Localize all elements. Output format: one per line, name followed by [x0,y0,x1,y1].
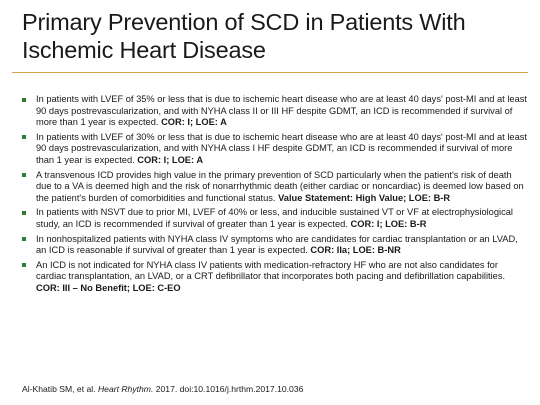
title-line-1: Primary Prevention of SCD in Patients Wi… [22,9,466,35]
citation-details: 2017. doi:10.1016/j.hrthm.2017.10.036 [153,384,304,394]
bullet-square-icon [22,263,27,268]
bullet-square-icon [22,135,27,140]
bullet-text: In nonhospitalized patients with NYHA cl… [36,233,518,256]
bullet-recommendation: COR: I; LOE: B-R [350,218,427,229]
bullet-recommendation: Value Statement: High Value; LOE: B-R [278,192,451,203]
bullet-recommendation: COR: III – No Benefit; LOE: C-EO [36,282,181,293]
citation: Al-Khatib SM, et al. Heart Rhythm. 2017.… [22,384,303,394]
citation-authors: Al-Khatib SM, et al. [22,384,98,394]
title-divider [12,72,528,73]
bullet-item: In patients with NSVT due to prior MI, L… [22,207,527,230]
bullet-recommendation: COR: I; LOE: A [137,154,204,165]
bullet-item: An ICD is not indicated for NYHA class I… [22,260,527,295]
bullet-item: In nonhospitalized patients with NYHA cl… [22,234,527,257]
bullet-square-icon [22,173,27,178]
title-line-2: Ischemic Heart Disease [22,37,266,63]
slide-title: Primary Prevention of SCD in Patients Wi… [22,8,522,64]
bullet-item: In patients with LVEF of 30% or less tha… [22,132,527,167]
bullet-list: In patients with LVEF of 35% or less tha… [22,94,527,298]
bullet-item: In patients with LVEF of 35% or less tha… [22,94,527,129]
bullet-square-icon [22,237,27,242]
bullet-recommendation: COR: IIa; LOE: B-NR [310,245,401,256]
bullet-recommendation: COR: I; LOE: A [161,117,227,128]
bullet-text: In patients with LVEF of 30% or less tha… [36,131,527,165]
bullet-text: In patients with NSVT due to prior MI, L… [36,207,513,229]
bullet-text: A transvenous ICD provides high value in… [36,169,524,203]
bullet-text: An ICD is not indicated for NYHA class I… [36,259,506,282]
bullet-square-icon [22,97,27,102]
bullet-text: In patients with LVEF of 35% or less tha… [36,94,527,128]
bullet-item: A transvenous ICD provides high value in… [22,170,527,205]
citation-journal: Heart Rhythm. [97,384,154,394]
bullet-square-icon [22,210,27,216]
